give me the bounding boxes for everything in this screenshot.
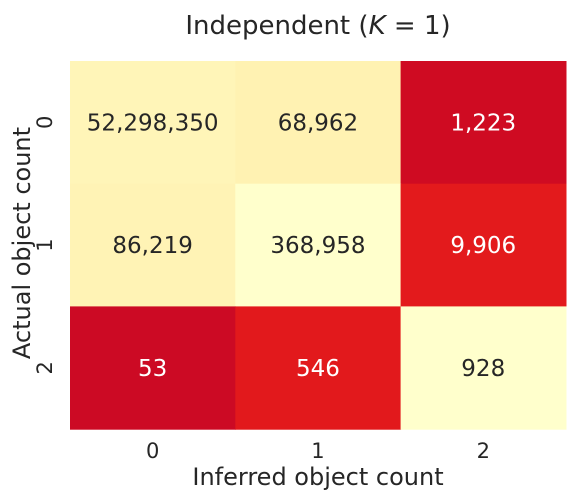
heatmap-cell-2-1 — [235, 306, 402, 430]
cell-value-label-0-1: 68,962 — [278, 110, 358, 136]
x-tick-label-2: 2 — [477, 439, 490, 463]
chart-title-math-rhs: 1 — [424, 11, 441, 41]
cell-value-label-2-0: 53 — [138, 356, 167, 382]
heatmap-cell-1-2 — [400, 183, 567, 307]
y-tick-label-1: 1 — [33, 238, 57, 251]
cell-value-label-0-0: 52,298,350 — [87, 110, 219, 136]
chart-title-text: Independent — [185, 11, 350, 41]
heatmap-cell-0-1 — [235, 61, 402, 185]
heatmap-cell-0-0 — [70, 61, 236, 185]
x-tick-labels: 0 1 2 — [146, 439, 490, 463]
cell-value-label-1-0: 86,219 — [112, 233, 192, 259]
cell-value-label-2-1: 546 — [296, 356, 340, 382]
cell-value-label-1-1: 368,958 — [270, 233, 365, 259]
heatmap-cell-2-0 — [70, 306, 236, 430]
cell-value-label-0-2: 1,223 — [450, 110, 516, 136]
chart-title-close-paren: ) — [441, 11, 451, 41]
x-tick-label-0: 0 — [146, 439, 159, 463]
cell-value-label-2-2: 928 — [461, 356, 505, 382]
cell-value-label-1-2: 9,906 — [450, 233, 516, 259]
y-tick-label-2: 2 — [33, 361, 57, 374]
chart-title-open-paren: ( — [350, 11, 368, 41]
x-tick-label-1: 1 — [311, 439, 324, 463]
y-tick-label-0: 0 — [33, 116, 57, 129]
heatmap-cells: 52,298,350 68,962 1,223 86,219 368,958 9,906 5… — [70, 61, 567, 430]
heatmap-cell-1-0 — [70, 183, 236, 307]
y-axis-label: Actual object count — [8, 127, 36, 359]
chart-title: Independent (K = 1) — [185, 11, 450, 41]
chart-title-equals: = — [386, 11, 424, 41]
heatmap-cell-0-2 — [400, 61, 567, 185]
x-axis-label: Inferred object count — [192, 463, 443, 491]
heatmap-cell-2-2 — [400, 306, 567, 430]
heatmap-cell-1-1 — [235, 183, 402, 307]
y-tick-labels: 0 1 2 — [33, 116, 57, 375]
chart-title-math-var: K — [369, 11, 388, 41]
